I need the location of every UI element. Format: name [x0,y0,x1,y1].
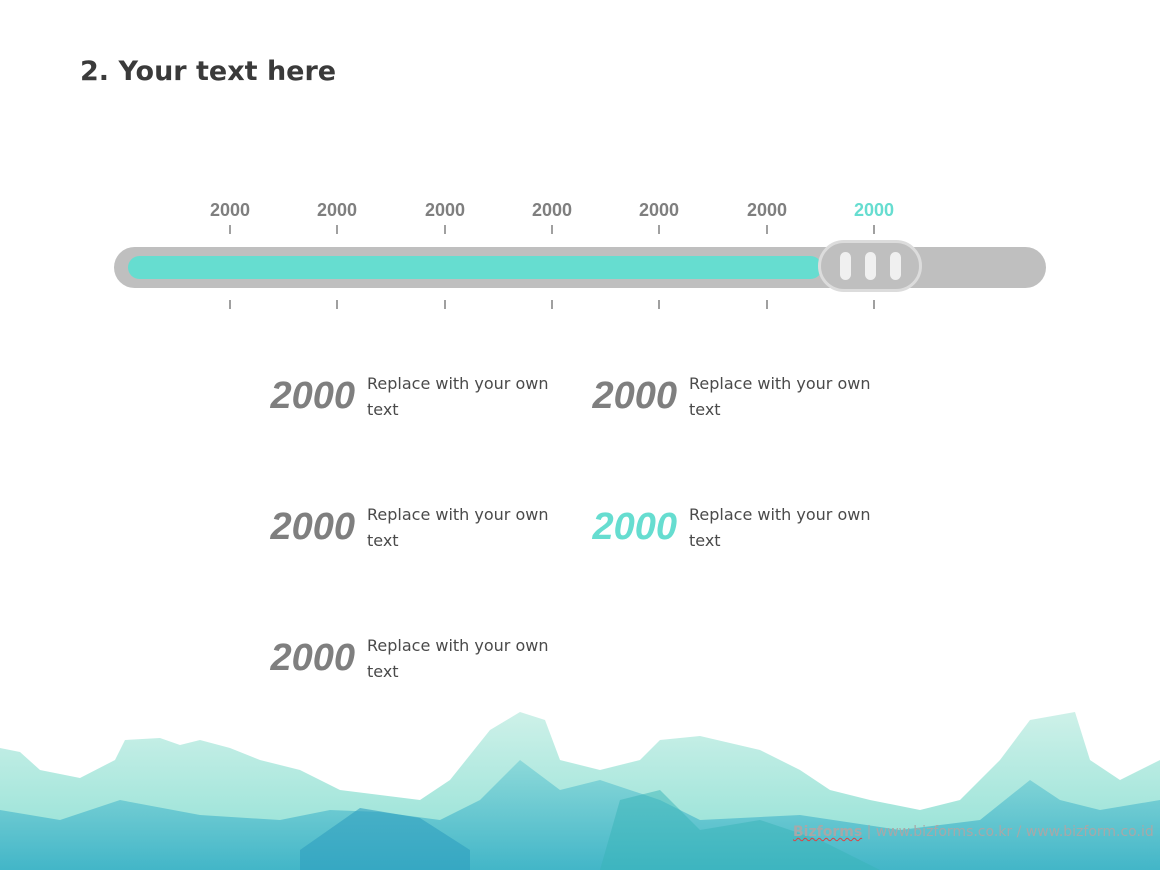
timeline-label[interactable]: 2000 [424,200,466,220]
entry-text: Replace with your own text [689,374,871,419]
footer-separator: | [866,824,872,840]
tick-mark [444,300,446,309]
entry-year: 2000 [592,506,677,548]
grip-icon [864,252,876,280]
entry-text: Replace with your own text [689,505,871,550]
tick-mark [229,300,231,309]
timeline-label[interactable]: 2000 [531,200,573,220]
tick-mark [766,225,768,234]
entry-year: 2000 [592,375,677,417]
timeline-label[interactable]: 2000 [316,200,358,220]
timeline-entry: 2000 Replace with your own text [255,374,557,423]
timeline-entry: 2000 Replace with your own text [577,374,879,423]
timeline-entry: 2000 Replace with your own text [255,636,557,685]
tick-mark [444,225,446,234]
tick-mark [336,225,338,234]
tick-mark [551,225,553,234]
entry-year: 2000 [270,506,355,548]
timeline-label[interactable]: 2000 [638,200,680,220]
entry-text: Replace with your own text [367,505,549,550]
tick-mark [873,300,875,309]
footer-credit: Bizforms | www.bizforms.co.kr / www.bizf… [793,824,1154,840]
tick-mark [658,225,660,234]
timeline-label[interactable]: 2000 [209,200,251,220]
entry-text: Replace with your own text [367,374,549,419]
entry-year: 2000 [270,375,355,417]
page-title: 2. Your text here [80,56,337,87]
footer-brand: Bizforms [793,824,863,840]
tick-mark [336,300,338,309]
tick-mark [658,300,660,309]
grip-icon [889,252,901,280]
tick-mark [873,225,875,234]
tick-mark [551,300,553,309]
entry-text: Replace with your own text [367,636,549,681]
timeline-entry: 2000 Replace with your own text [255,505,557,554]
tick-mark [229,225,231,234]
slider-fill [128,256,823,279]
grip-icon [839,252,851,280]
timeline-label[interactable]: 2000 [853,200,895,220]
slider-handle[interactable] [818,240,923,292]
timeline-entry: 2000 Replace with your own text [577,505,879,554]
timeline-label[interactable]: 2000 [746,200,788,220]
tick-mark [766,300,768,309]
footer-links[interactable]: www.bizforms.co.kr / www.bizform.co.id [875,824,1154,840]
watercolor-decoration [0,712,1160,870]
entry-year: 2000 [270,637,355,679]
